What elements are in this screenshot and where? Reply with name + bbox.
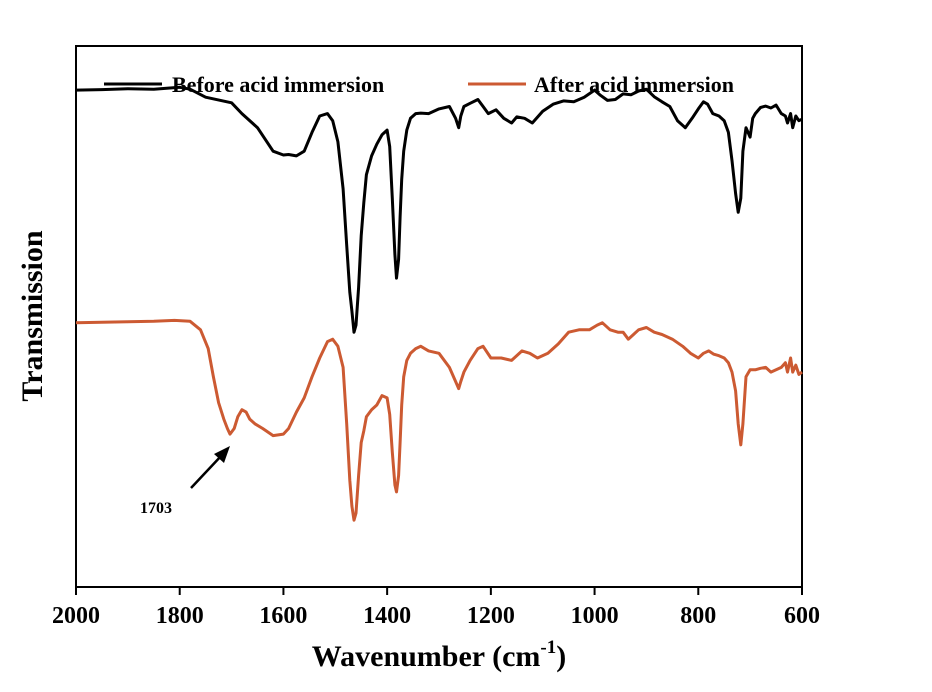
annotation-arrowhead (214, 446, 230, 463)
plot-frame (75, 45, 803, 588)
x-tick-label-1400: 1400 (363, 603, 411, 629)
series-line-before (75, 85, 803, 334)
legend: Before acid immersion After acid immersi… (104, 72, 734, 97)
x-tick-label-800: 800 (680, 603, 716, 629)
x-axis-title-main: Wavenumber (cm (312, 640, 541, 673)
y-axis-title: Transmission (16, 230, 49, 401)
x-tick-label-1600: 1600 (259, 603, 307, 629)
x-tick-label-2000: 2000 (52, 603, 100, 629)
x-tick-label-1800: 1800 (156, 603, 204, 629)
legend-label-after: After acid immersion (534, 72, 734, 97)
annotation-1703: 1703 (140, 446, 230, 517)
x-axis-title: Wavenumber (cm-1) (312, 637, 566, 673)
series-layer (75, 85, 803, 522)
x-axis-tick-labels: 2000 1800 1600 1400 1200 1000 800 600 (52, 603, 820, 629)
x-axis-title-close: ) (556, 640, 566, 673)
x-tick-label-1000: 1000 (571, 603, 619, 629)
legend-label-before: Before acid immersion (172, 72, 384, 97)
x-axis-title-superscript: -1 (540, 637, 556, 658)
series-line-after (75, 318, 803, 522)
x-tick-label-600: 600 (784, 603, 820, 629)
x-tick-label-1200: 1200 (467, 603, 515, 629)
x-axis-ticks (75, 587, 803, 595)
annotation-arrow (190, 454, 223, 489)
annotation-label: 1703 (140, 500, 172, 517)
